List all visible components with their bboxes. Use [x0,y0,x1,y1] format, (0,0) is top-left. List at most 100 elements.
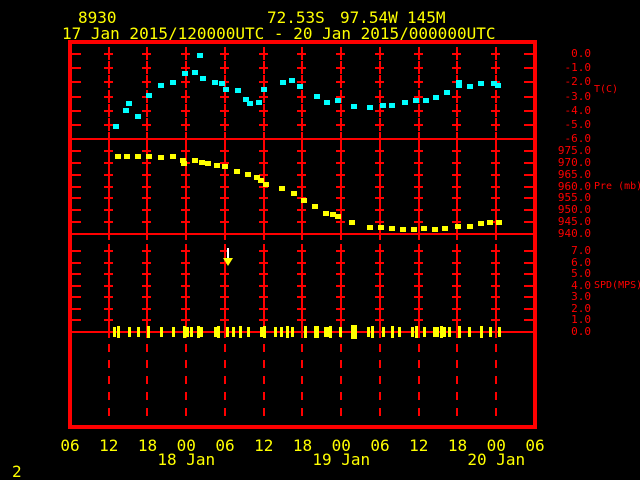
grid-plus-horizontal [452,273,462,276]
grid-plus-horizontal [142,221,152,224]
grid-plus-horizontal [258,173,268,176]
station-longitude: 97.54W [340,8,398,27]
axis-tick-label: 6.0 [571,255,591,269]
wind-speed-bar [216,326,220,338]
pressure-point [378,224,385,230]
wind-speed-bar [350,325,354,339]
grid-plus-horizontal [452,319,462,322]
grid-plus-horizontal [258,161,268,164]
grid-plus-horizontal [452,123,462,126]
grid-plus-horizontal [413,233,423,235]
hour-label: 00 [331,436,351,455]
pressure-point [388,225,395,231]
grid-plus-horizontal [258,233,268,235]
pressure-point [455,223,462,229]
border-tick-left [72,123,81,126]
grid-plus-horizontal [181,221,191,224]
wind-speed-bar [338,326,342,338]
hour-label: 06 [370,436,390,455]
wind-speed-bar [366,326,370,338]
date-label: 20 Jan [467,450,526,469]
grid-plus-horizontal [181,138,191,140]
wind-speed-bar [183,326,187,338]
grid-dashed-column [185,344,188,420]
temperature-point [122,108,129,114]
grid-plus-horizontal [452,173,462,176]
border-tick-left [72,150,81,152]
grid-plus-horizontal [452,67,462,70]
grid-plus-horizontal [297,161,307,164]
pressure-point [170,154,177,160]
wind-speed-bar [448,326,452,338]
grid-dashed-column [417,344,420,420]
grid-plus-horizontal [258,250,268,252]
wind-speed-bar [442,327,446,337]
wind-speed-bar [398,327,402,337]
border-tick-right [524,273,533,276]
hour-label: 18 [137,436,158,455]
pressure-point [221,164,228,170]
grid-plus-horizontal [258,319,268,322]
wind-speed-bar [371,326,375,338]
wind-speed-bar [280,326,284,338]
wind-speed-bar [435,326,439,338]
wind-speed-bar [213,326,217,338]
temperature-point [234,88,241,94]
grid-dashed-column [146,344,149,420]
axis-tick-label: 955.0 [557,191,591,205]
pressure-point [322,210,329,216]
grid-plus-horizontal [374,150,384,152]
border-tick-right [524,319,533,322]
station-latitude: 72.53S [267,8,325,27]
grid-plus-horizontal [413,150,423,152]
wind-speed-bar [326,326,330,338]
grid-plus-horizontal [258,296,268,299]
border-tick-right [524,284,533,287]
axis-tick-label: 2.0 [571,301,591,315]
border-tick-left [72,319,81,322]
hour-label: 12 [254,436,274,455]
axis-tick-label: 960.0 [557,179,591,193]
grid-plus-horizontal [491,123,501,126]
grid-plus-horizontal [336,296,346,299]
grid-plus-horizontal [103,221,113,224]
grid-plus-horizontal [258,95,268,98]
border-tick-right [524,296,533,299]
grid-plus-horizontal [452,197,462,200]
border-tick-left [72,284,81,287]
border-tick-left [72,221,81,224]
axis-tick-label: 3.0 [571,290,591,304]
grid-plus-horizontal [258,284,268,287]
hour-label: 12 [99,436,119,455]
wind-speed-bar [127,327,131,337]
grid-plus-horizontal [452,331,462,333]
grid-plus-horizontal [219,233,229,235]
grid-plus-horizontal [219,250,229,252]
border-tick-right [524,67,533,70]
grid-plus-horizontal [491,53,501,55]
grid-plus-horizontal [452,307,462,310]
grid-dashed-column [301,344,304,420]
axis-tick-label: 945.0 [557,215,591,229]
pressure-point [213,162,220,168]
grid-plus-horizontal [297,319,307,322]
grid-plus-horizontal [297,261,307,264]
grid-plus-horizontal [142,161,152,164]
grid-plus-horizontal [336,53,346,55]
wind-speed-bar [354,325,358,339]
grid-plus-horizontal [413,53,423,55]
border-tick-left [72,138,81,140]
grid-plus-horizontal [258,307,268,310]
border-tick-right [524,109,533,112]
border-tick-right [524,95,533,98]
plot-border [68,40,537,429]
temperature-point [444,89,451,95]
grid-plus-horizontal [413,284,423,287]
grid-plus-horizontal [103,261,113,264]
grid-dashed-column [456,344,459,420]
grid-plus-horizontal [219,296,229,299]
grid-plus-horizontal [336,233,346,235]
down-arrow-icon [223,257,234,266]
axis-tick-label: -3.0 [564,89,592,103]
grid-plus-horizontal [374,138,384,140]
